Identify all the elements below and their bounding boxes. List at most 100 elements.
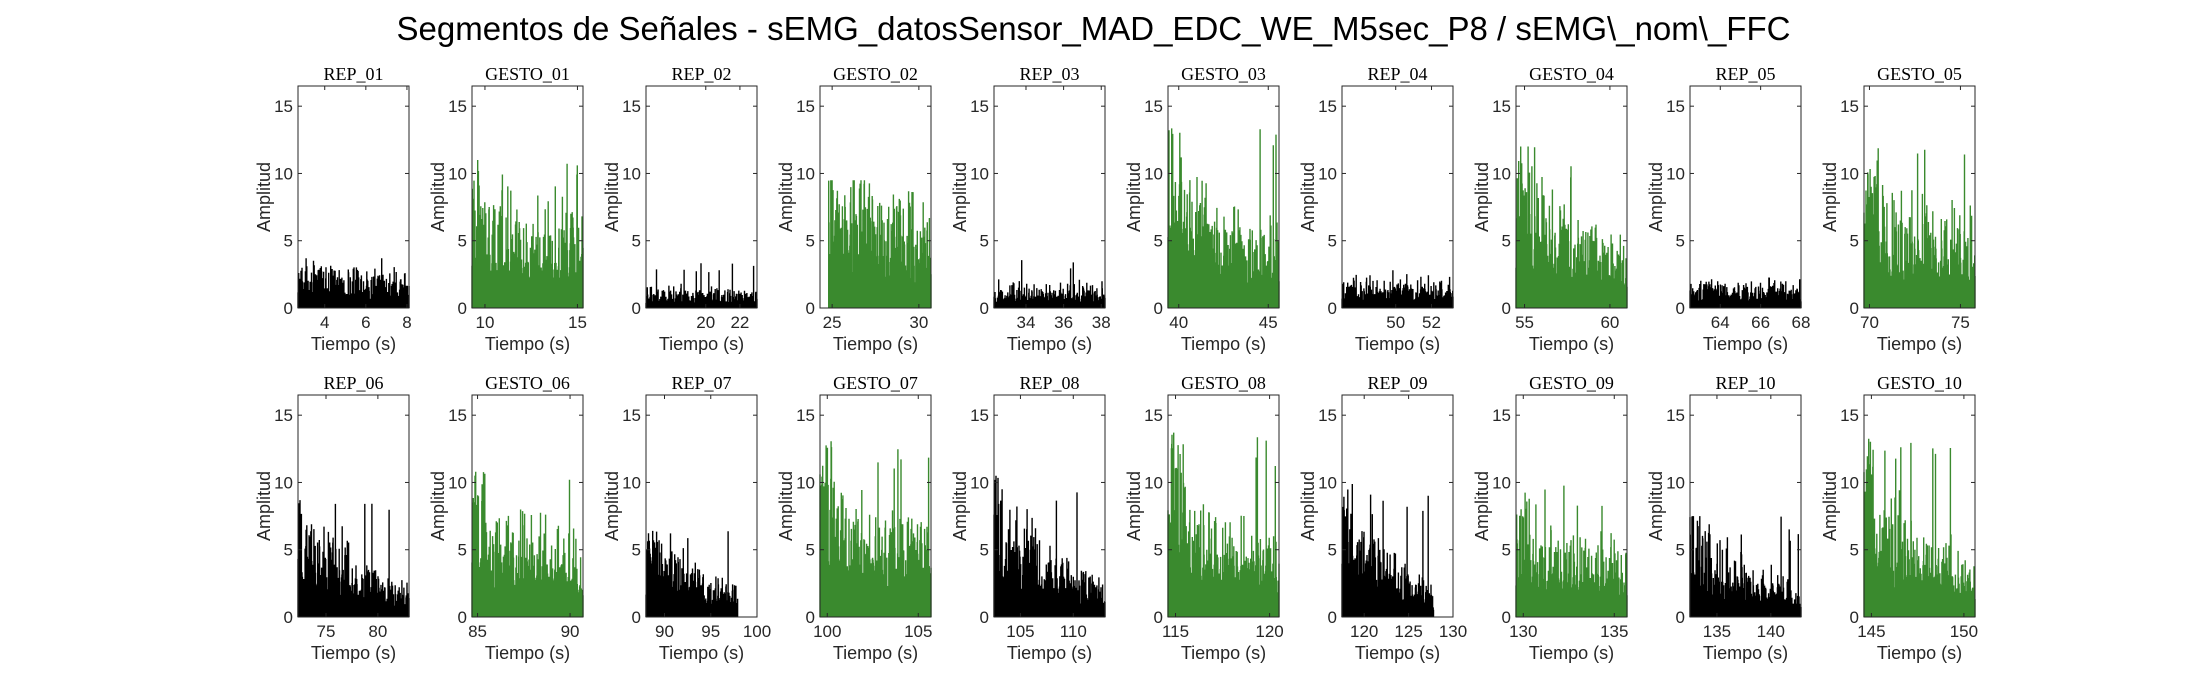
y-tick-label: 0	[1502, 608, 1511, 627]
y-tick-label: 0	[1154, 299, 1163, 318]
subplot-gesto_09: 0 5 10 15 130 135 GESTO_09 Tiempo (s) Amplitud	[1472, 373, 1628, 663]
x-tick-label: 4	[320, 313, 329, 332]
y-tick-label: 15	[448, 406, 467, 425]
x-axis-label: Tiempo (s)	[1181, 334, 1266, 354]
subplot-title: GESTO_02	[833, 64, 918, 84]
y-axis-label: Amplitud	[602, 471, 622, 541]
axes-box	[1167, 394, 1280, 618]
plot-area	[1690, 86, 1801, 308]
figure-title: Segmentos de Señales - sEMG_datosSensor_…	[396, 10, 1791, 47]
y-tick-label: 10	[1666, 473, 1685, 492]
x-tick-label: 15	[568, 313, 587, 332]
plot-area	[994, 86, 1105, 308]
x-tick-label: 55	[1515, 313, 1534, 332]
x-axis-label: Tiempo (s)	[659, 334, 744, 354]
y-axis-label: Amplitud	[602, 162, 622, 232]
y-tick-label: 15	[970, 406, 989, 425]
axes-box	[1515, 394, 1628, 618]
y-tick-label: 10	[1318, 473, 1337, 492]
y-tick-label: 15	[448, 97, 467, 116]
x-tick-label: 20	[696, 313, 715, 332]
y-tick-label: 15	[274, 406, 293, 425]
x-axis-label: Tiempo (s)	[485, 643, 570, 663]
subplot-title: REP_08	[1019, 373, 1079, 393]
y-axis-label: Amplitud	[1646, 471, 1666, 541]
x-tick-label: 145	[1857, 622, 1885, 641]
y-tick-label: 5	[806, 541, 815, 560]
y-axis-label: Amplitud	[776, 162, 796, 232]
subplot-rep_03: 0 5 10 15 34 36 38 REP_03 Tiempo (s) Amplitud	[950, 64, 1111, 354]
y-tick-label: 5	[284, 232, 293, 251]
y-tick-label: 10	[970, 473, 989, 492]
x-tick-label: 130	[1439, 622, 1467, 641]
y-tick-label: 5	[1850, 232, 1859, 251]
y-tick-label: 0	[1328, 299, 1337, 318]
y-axis-label: Amplitud	[1124, 471, 1144, 541]
x-tick-label: 52	[1422, 313, 1441, 332]
x-axis-label: Tiempo (s)	[1877, 334, 1962, 354]
x-tick-label: 38	[1092, 313, 1111, 332]
y-tick-label: 15	[1840, 406, 1859, 425]
y-tick-label: 0	[284, 299, 293, 318]
x-tick-label: 10	[475, 313, 494, 332]
y-axis-label: Amplitud	[1820, 471, 1840, 541]
y-axis-label: Amplitud	[950, 471, 970, 541]
subplot-rep_07: 0 5 10 15 90 95 100 REP_07 Tiempo (s) Amplitud	[602, 373, 771, 663]
y-tick-label: 15	[1492, 406, 1511, 425]
axes-box	[1689, 394, 1802, 618]
x-tick-label: 150	[1950, 622, 1978, 641]
x-tick-label: 140	[1757, 622, 1785, 641]
axes-box	[645, 394, 758, 618]
axes-box	[471, 85, 584, 309]
axes-box	[1863, 85, 1976, 309]
axes-box	[993, 85, 1106, 309]
y-tick-label: 5	[980, 232, 989, 251]
y-tick-label: 10	[448, 473, 467, 492]
x-tick-label: 70	[1860, 313, 1879, 332]
y-tick-label: 0	[1502, 299, 1511, 318]
x-tick-label: 8	[402, 313, 411, 332]
x-tick-label: 80	[368, 622, 387, 641]
y-tick-label: 15	[1492, 97, 1511, 116]
subplot-title: GESTO_08	[1181, 373, 1266, 393]
y-tick-label: 15	[1144, 97, 1163, 116]
subplot-gesto_06: 0 5 10 15 85 90 GESTO_06 Tiempo (s) Amplitud	[428, 373, 584, 663]
subplot-gesto_10: 0 5 10 15 145 150 GESTO_10 Tiempo (s) Amplitud	[1820, 373, 1978, 663]
x-tick-label: 6	[361, 313, 370, 332]
axes-box	[1689, 85, 1802, 309]
y-tick-label: 15	[796, 406, 815, 425]
y-tick-label: 5	[980, 541, 989, 560]
y-tick-label: 10	[1144, 473, 1163, 492]
y-tick-label: 5	[1850, 541, 1859, 560]
y-tick-label: 5	[284, 541, 293, 560]
x-tick-label: 25	[823, 313, 842, 332]
y-axis-label: Amplitud	[254, 162, 274, 232]
y-tick-label: 5	[1502, 232, 1511, 251]
y-axis-label: Amplitud	[1646, 162, 1666, 232]
y-tick-label: 10	[796, 164, 815, 183]
y-tick-label: 0	[1154, 608, 1163, 627]
y-tick-label: 10	[448, 164, 467, 183]
y-tick-label: 5	[1154, 232, 1163, 251]
y-tick-label: 0	[284, 608, 293, 627]
y-tick-label: 5	[1676, 232, 1685, 251]
subplot-rep_05: 0 5 10 15 64 66 68 REP_05 Tiempo (s) Amplitud	[1646, 64, 1810, 354]
y-tick-label: 10	[1840, 473, 1859, 492]
y-tick-label: 10	[1666, 164, 1685, 183]
y-tick-label: 5	[1328, 232, 1337, 251]
x-axis-label: Tiempo (s)	[1355, 643, 1440, 663]
x-axis-label: Tiempo (s)	[485, 334, 570, 354]
y-tick-label: 15	[622, 97, 641, 116]
y-tick-label: 15	[1144, 406, 1163, 425]
y-tick-label: 0	[458, 608, 467, 627]
y-tick-label: 10	[1492, 473, 1511, 492]
y-tick-label: 0	[632, 608, 641, 627]
x-tick-label: 120	[1255, 622, 1283, 641]
x-tick-label: 110	[1060, 622, 1087, 641]
subplot-title: REP_09	[1367, 373, 1427, 393]
x-axis-label: Tiempo (s)	[1877, 643, 1962, 663]
subplot-title: GESTO_03	[1181, 64, 1266, 84]
x-tick-label: 85	[468, 622, 487, 641]
subplot-gesto_04: 0 5 10 15 55 60 GESTO_04 Tiempo (s) Amplitud	[1472, 64, 1628, 354]
